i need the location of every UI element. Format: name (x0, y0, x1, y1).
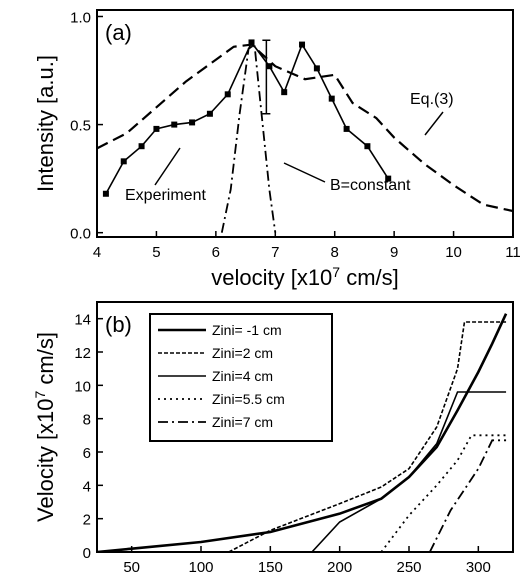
plot-area (97, 39, 513, 233)
x-tick-label: 250 (396, 559, 421, 576)
y-tick-label: 8 (83, 412, 91, 429)
annotation-pointer (283, 162, 326, 183)
x-tick-label: 5 (152, 244, 160, 261)
x-tick-label: 300 (466, 559, 491, 576)
marker (120, 158, 127, 165)
x-tick-label: 50 (123, 559, 140, 576)
x-axis-label: velocity [x107 cm/s] (211, 264, 399, 290)
legend-label: Zini=4 cm (212, 368, 273, 384)
marker (364, 143, 371, 150)
x-tick-label: 100 (188, 559, 213, 576)
y-axis-label: Velocity [x107 cm/s] (32, 332, 58, 522)
marker (138, 143, 145, 150)
marker (171, 121, 178, 128)
marker (102, 190, 109, 197)
marker (153, 125, 160, 132)
legend-frame (149, 313, 333, 442)
y-tick-label: 1.0 (70, 9, 91, 26)
x-tick-label: 8 (331, 244, 339, 261)
x-tick-label: 6 (212, 244, 220, 261)
annotation-pointer (424, 111, 444, 136)
axes-frame (96, 301, 514, 553)
y-tick-label: 2 (83, 512, 91, 529)
marker (206, 110, 213, 117)
panel-label: (b) (105, 312, 132, 337)
y-tick-label: 14 (74, 312, 91, 329)
y-tick-label: 10 (74, 378, 91, 395)
series-line (228, 321, 507, 552)
marker (385, 175, 392, 182)
y-tick-label: 0.5 (70, 118, 91, 135)
marker (343, 125, 350, 132)
panel-label: (a) (105, 20, 132, 45)
annotation-pointer (154, 147, 181, 186)
x-axis-label-part: cm/s] (340, 265, 399, 290)
series-annotation: B=constant (330, 177, 411, 194)
legend-label: Zini= -1 cm (212, 322, 282, 338)
series-line (220, 42, 277, 233)
error-bar (262, 39, 271, 115)
marker (281, 89, 288, 96)
y-tick-label: 12 (74, 345, 91, 362)
marker (248, 39, 255, 46)
marker (328, 95, 335, 102)
series-line (380, 434, 507, 552)
y-axis-label-part: 7 (32, 390, 48, 398)
x-axis-label-part: velocity [x10 (211, 265, 332, 290)
y-tick-label: 0.0 (70, 226, 91, 243)
x-tick-label: 9 (390, 244, 398, 261)
x-tick-label: 10 (445, 244, 462, 261)
y-tick-label: 0 (83, 545, 91, 562)
marker (266, 63, 273, 70)
x-tick-label: 200 (327, 559, 352, 576)
legend-label: Zini=7 cm (212, 414, 273, 430)
plot-area (97, 313, 508, 552)
legend-label: Zini=2 cm (212, 345, 273, 361)
marker (189, 119, 196, 126)
x-tick-label: 150 (258, 559, 283, 576)
y-tick-label: 4 (83, 478, 91, 495)
x-tick-label: 4 (93, 244, 101, 261)
y-axis-label-part: Velocity [x10 (33, 398, 58, 522)
axes-frame (96, 9, 514, 238)
legend-label: Zini=5.5 cm (212, 391, 285, 407)
x-tick-label: 7 (271, 244, 279, 261)
series-line (97, 43, 513, 213)
series-line (311, 391, 507, 552)
x-axis-label-part: 7 (332, 264, 340, 280)
marker (224, 91, 231, 98)
x-axis-label: Time [ns] (260, 580, 350, 584)
x-tick-label: 11 (505, 244, 520, 261)
series-annotation: Eq.(3) (410, 91, 454, 108)
series-line (428, 439, 507, 552)
y-axis-label: Intensity [a.u.] (33, 55, 58, 192)
series-annotation: Experiment (125, 187, 206, 204)
marker (313, 65, 320, 72)
y-tick-label: 6 (83, 445, 91, 462)
marker (299, 41, 306, 48)
y-axis-label-part: cm/s] (33, 332, 58, 391)
